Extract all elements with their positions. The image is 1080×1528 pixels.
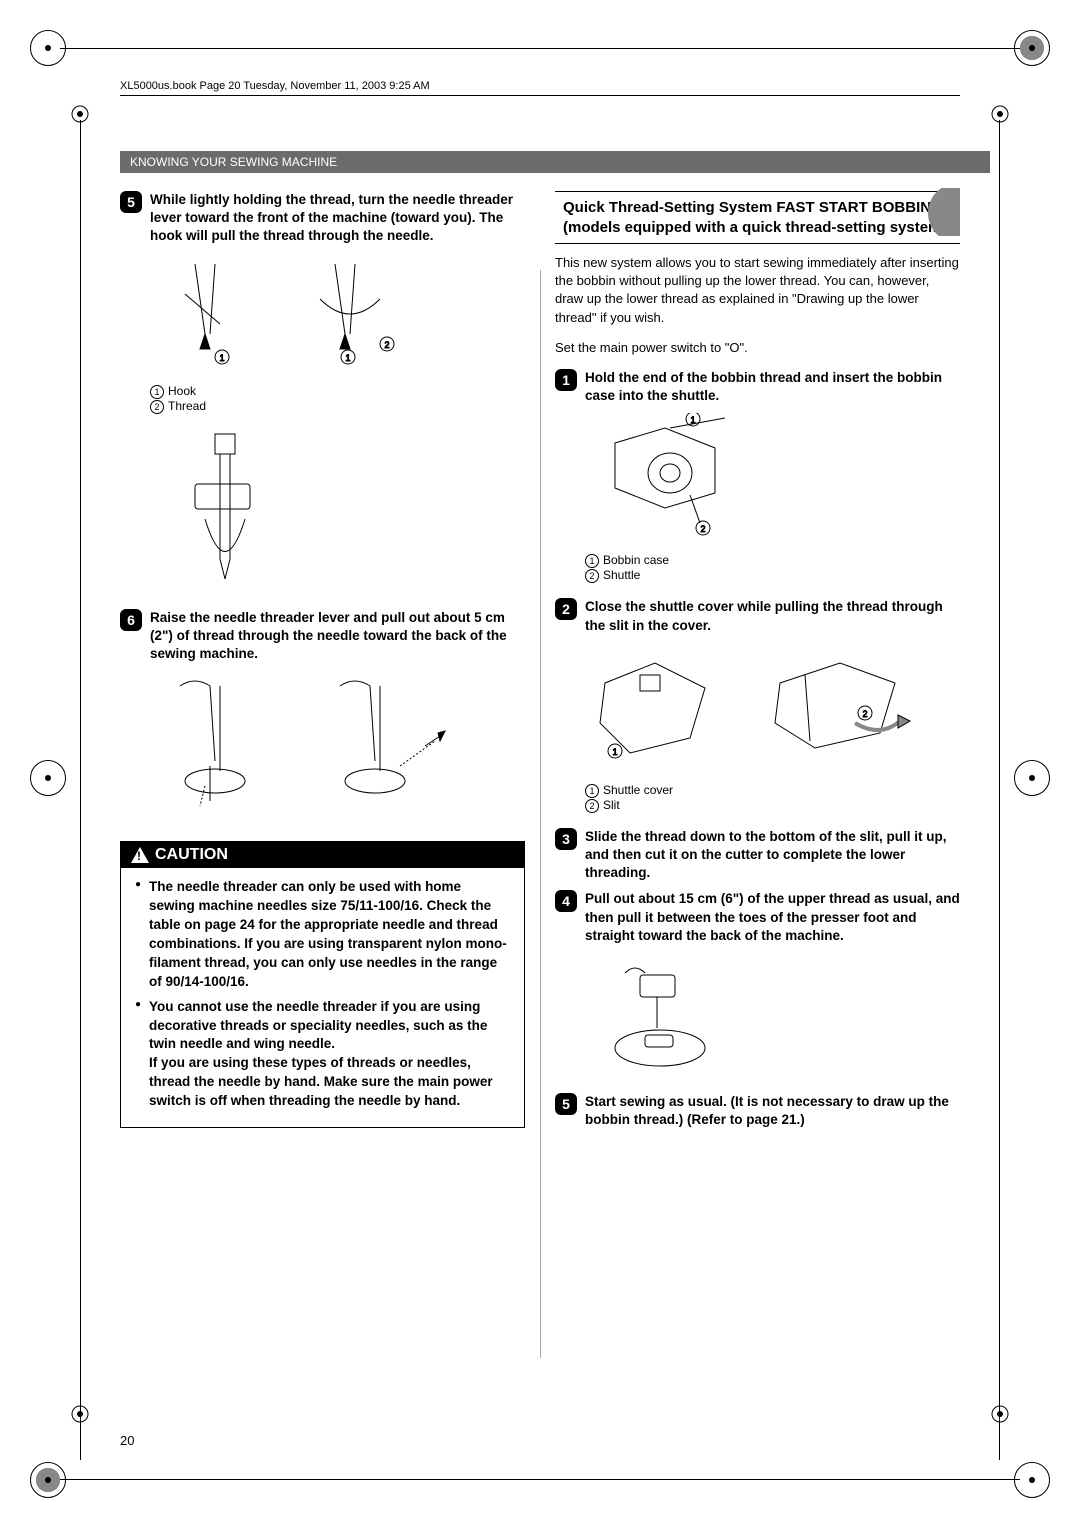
column-divider [540, 270, 541, 1358]
svg-text:1: 1 [219, 353, 224, 363]
warning-icon [131, 847, 149, 863]
left-column: 5 While lightly holding the thread, turn… [120, 191, 525, 1138]
crop-line [80, 120, 81, 1460]
step-number: 3 [555, 828, 577, 850]
step-number: 5 [555, 1093, 577, 1115]
step-6: 6 Raise the needle threader lever and pu… [120, 609, 525, 664]
step-number: 5 [120, 191, 142, 213]
diagram-shuttle-cover: 1 2 [585, 643, 915, 773]
legend-num-icon: 1 [585, 784, 599, 798]
diagram-needle-closeup [150, 429, 310, 599]
section-header: KNOWING YOUR SEWING MACHINE [120, 151, 990, 173]
caution-item: The needle threader can only be used wit… [135, 878, 510, 991]
crop-mark-br [1014, 1462, 1050, 1498]
legend-label: Hook [168, 384, 196, 398]
reg-mark-icon [70, 104, 90, 124]
step-text: Slide the thread down to the bottom of t… [585, 828, 960, 883]
step-5: 5 While lightly holding the thread, turn… [120, 191, 525, 246]
caution-box: CAUTION The needle threader can only be … [120, 841, 525, 1128]
legend-label: Shuttle [603, 568, 640, 582]
reg-mark-icon [70, 1404, 90, 1424]
step-text: While lightly holding the thread, turn t… [150, 191, 525, 246]
svg-text:2: 2 [384, 340, 389, 350]
legend-label: Shuttle cover [603, 783, 673, 797]
reg-mark-icon [990, 1404, 1010, 1424]
crop-mark-ml [30, 760, 66, 796]
intro-text: This new system allows you to start sewi… [555, 254, 960, 327]
quick-title-1: Quick Thread-Setting System FAST START B… [563, 198, 952, 218]
step-text: Hold the end of the bobbin thread and in… [585, 369, 960, 405]
step-1: 1 Hold the end of the bobbin thread and … [555, 369, 960, 405]
step-number: 4 [555, 890, 577, 912]
step-4: 4 Pull out about 15 cm (6") of the upper… [555, 890, 960, 945]
crop-line [60, 1479, 1020, 1480]
legend-label: Slit [603, 798, 620, 812]
caution-item: You cannot use the needle threader if yo… [135, 998, 510, 1111]
svg-text:2: 2 [862, 709, 867, 719]
caution-text: If you are using these types of threads … [149, 1055, 493, 1108]
crop-mark-mr [1014, 760, 1050, 796]
quick-thread-box: Quick Thread-Setting System FAST START B… [555, 191, 960, 244]
legend-num-icon: 2 [150, 400, 164, 414]
quick-decoration [920, 188, 960, 236]
legend-5: 1 Hook 2 Thread [150, 384, 525, 414]
legend-num-icon: 1 [150, 385, 164, 399]
legend-num-icon: 2 [585, 799, 599, 813]
step-number: 2 [555, 598, 577, 620]
legend-num-icon: 2 [585, 569, 599, 583]
legend-num-icon: 1 [585, 554, 599, 568]
svg-text:1: 1 [690, 415, 695, 425]
legend-1: 1 Bobbin case 2 Shuttle [585, 553, 960, 583]
legend-2: 1 Shuttle cover 2 Slit [585, 783, 960, 813]
step-text: Close the shuttle cover while pulling th… [585, 598, 960, 634]
reg-mark-icon [990, 104, 1010, 124]
svg-text:1: 1 [345, 353, 350, 363]
crop-line [60, 48, 1020, 49]
step-text: Raise the needle threader lever and pull… [150, 609, 525, 664]
page-number: 20 [120, 1433, 134, 1448]
svg-text:1: 1 [612, 747, 617, 757]
step-text: Start sewing as usual. (It is not necess… [585, 1093, 960, 1129]
set-switch-text: Set the main power switch to "O". [555, 339, 960, 357]
caution-body: The needle threader can only be used wit… [121, 868, 524, 1127]
crop-line [999, 120, 1000, 1460]
diagram-hook-thread: 1 1 2 [150, 254, 410, 374]
caution-title: CAUTION [155, 846, 228, 864]
step-2: 2 Close the shuttle cover while pulling … [555, 598, 960, 634]
caution-header: CAUTION [121, 842, 524, 868]
caution-text: You cannot use the needle threader if yo… [149, 999, 487, 1052]
step-text: Pull out about 15 cm (6") of the upper t… [585, 890, 960, 945]
crop-mark-bl [30, 1462, 66, 1498]
svg-text:2: 2 [700, 524, 705, 534]
step-number: 6 [120, 609, 142, 631]
header-info: XL5000us.book Page 20 Tuesday, November … [120, 80, 960, 96]
right-column: Quick Thread-Setting System FAST START B… [555, 191, 960, 1138]
step-number: 1 [555, 369, 577, 391]
step-3: 3 Slide the thread down to the bottom of… [555, 828, 960, 883]
legend-label: Bobbin case [603, 553, 669, 567]
diagram-pull-thread [150, 671, 450, 821]
legend-label: Thread [168, 399, 206, 413]
diagram-bobbin-insert: 1 2 [585, 413, 785, 543]
diagram-presser-foot [585, 953, 765, 1083]
step-5-right: 5 Start sewing as usual. (It is not nece… [555, 1093, 960, 1129]
quick-title-2: (models equipped with a quick thread-set… [563, 218, 952, 238]
